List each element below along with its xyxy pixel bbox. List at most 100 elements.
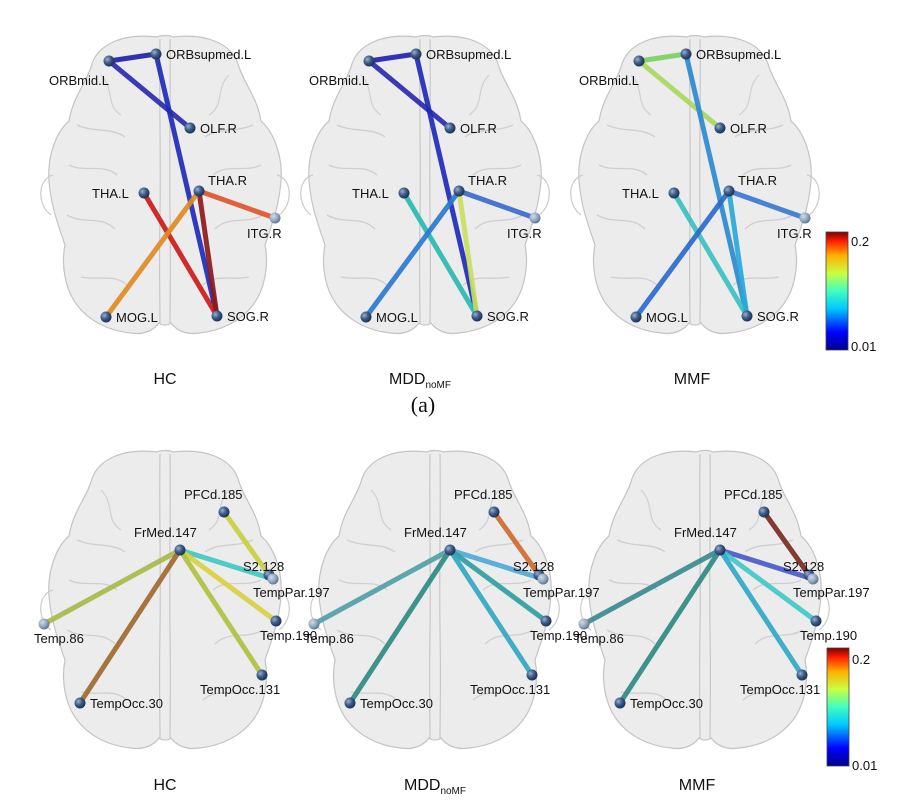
panel-b-brain-3-label-pfcd-185: PFCd.185: [724, 487, 783, 502]
panel-b-brain-1-node-temp-190: [270, 615, 282, 627]
panel-b-brain-1-node-temp-86: [38, 618, 50, 630]
panel-a-brain-3-label-sog-r: SOG.R: [757, 309, 799, 324]
panel-a-brain-1-label-itg-r: ITG.R: [247, 226, 282, 241]
panel-b-brain-2-node-tempocc-30: [344, 697, 356, 709]
panel-a-brain-2-edge-tha-r-itg-r: [456, 188, 538, 221]
panel-b-brain-3-label-s2-128: S2.128: [783, 559, 824, 574]
colorbar-b-max: 0.2: [852, 652, 870, 667]
panel-b-brain-3-node-frmed-147: [714, 544, 726, 556]
colorbar-b: 0.2 0.01: [826, 647, 877, 773]
panel-b-brain-3-edge-frmed-147-temppar-197: [717, 547, 816, 582]
panel-a-brain-1-edge-tha-r-mog-l: [103, 188, 202, 320]
panel-a-brain-1-label-tha-l: THA.L: [92, 186, 129, 201]
panel-a-brain-1-node-orbsupmed-l: [150, 48, 162, 60]
panel-b-brain-1-node-tempocc-131: [256, 669, 268, 681]
panel-b-brain-1-node-pfcd-185: [218, 506, 230, 518]
panel-a-brain-2-edge-tha-r-mog-l: [363, 188, 462, 320]
panel-a-brain-3-edge-orbmid-l-orbsupmed-l: [636, 51, 689, 64]
panel-b-brain-1-node-tempocc-30: [74, 697, 86, 709]
brain-region-nodes: ORBmid.L ORBsupmed.L OLF.R THA.L THA.R ITG.R M…: [34, 47, 870, 711]
panel-b-brain-1-label-tempocc-131: TempOcc.131: [200, 682, 280, 697]
panel-b-brain-2-label-tempocc-30: TempOcc.30: [360, 696, 433, 711]
panel-b-brain-1-edge-frmed-147-tempocc-30: [77, 547, 183, 706]
panel-a-brain-2-node-tha-r: [453, 185, 465, 197]
panel-b-brain-2-edge-frmed-147-temppar-197: [447, 547, 546, 582]
panel-a-brain-2-node-itg-r: [529, 212, 541, 224]
panel-a-brain-2-label-orbsupmed-l: ORBsupmed.L: [426, 47, 511, 62]
panel-b-brain-3-node-temp-86: [578, 618, 590, 630]
panel-a-brain-3-label-itg-r: ITG.R: [777, 226, 812, 241]
panel-b-brain-1-edge-frmed-147-tempocc-131: [177, 547, 265, 678]
panel-a-brain-3-node-itg-r: [799, 212, 811, 224]
panel-a-brain-1-node-olf-r: [184, 122, 196, 134]
panel-a-brain-1-label-sog-r: SOG.R: [227, 309, 269, 324]
panel-b-brain-2-node-frmed-147: [444, 544, 456, 556]
panel-a-brain-2-node-sog-r: [471, 310, 483, 322]
colorbar-a-max: 0.2: [851, 234, 869, 249]
panel-a-brain-1-edge-orbsupmed-l-sog-r: [153, 51, 220, 319]
panel-a-caption: (a): [411, 392, 435, 417]
panel-b-brain-3-edge-frmed-147-temp-86: [581, 547, 723, 627]
colorbar-a: 0.2 0.01: [825, 231, 876, 354]
panel-b-brain-1-node-temppar-197: [267, 573, 279, 585]
panel-a-brain-2-edge-tha-r-sog-r: [456, 188, 480, 319]
panel-b-brain-2-edge-pfcd-185-s2-128: [491, 509, 542, 578]
panel-b-brain-1-edge-frmed-147-temp-190: [177, 547, 279, 624]
panel-b-brain-1-label-frmed-147: FrMed.147: [134, 525, 197, 540]
panel-a-brain-1-label-orbsupmed-l: ORBsupmed.L: [166, 47, 251, 62]
connectivity-edges: [41, 51, 819, 706]
panel-b-brain-2-label-temppar-197: TempPar.197: [523, 585, 600, 600]
panel-b-brain-2-node-temppar-197: [537, 573, 549, 585]
panel-b-brain-2-node-tempocc-131: [526, 669, 538, 681]
panel-a-brain-2-label-tha-r: THA.R: [468, 173, 507, 188]
panel-a-brain-3-node-tha-l: [668, 187, 680, 199]
panel-b-brain-2-label-tempocc-131: TempOcc.131: [470, 682, 550, 697]
panel-b-brain-2-node-pfcd-185: [488, 506, 500, 518]
panel-b-brain-1-label-pfcd-185: PFCd.185: [184, 487, 243, 502]
panel-b-brain-3-label-temppar-197: TempPar.197: [793, 585, 870, 600]
panel-b-brain-3-node-pfcd-185: [758, 506, 770, 518]
panel-a-brain-1-label-mog-l: MOG.L: [116, 310, 158, 325]
panel-a-brain-3-edge-orbmid-l-olf-r: [636, 58, 723, 131]
panel-a-brain-2-edge-orbmid-l-orbsupmed-l: [366, 51, 419, 64]
panel-a-brain-1-edge-tha-r-sog-r: [196, 188, 220, 319]
panel-b-brain-2-label-temp-190: Temp.190: [530, 628, 587, 643]
panel-a-brain-3-label-olf-r: OLF.R: [730, 121, 767, 136]
panel-b-brain-3-node-tempocc-30: [614, 697, 626, 709]
panel-a-brain-1-label-orbmid-l: ORBmid.L: [49, 73, 109, 88]
panel-a-brain-1-edge-tha-r-itg-r: [196, 188, 278, 221]
panel-b-brain-3-label-temp-86: Temp.86: [574, 631, 624, 646]
panel-a-brain-2-node-orbmid-l: [363, 55, 375, 67]
panel-a-brain-2-edge-orbmid-l-olf-r: [366, 58, 453, 131]
panel-b-brain-1-edge-frmed-147-temppar-197: [177, 547, 276, 582]
panel-a-brain-2-node-tha-l: [398, 187, 410, 199]
panel-a-brain-2-label-mog-l: MOG.L: [376, 310, 418, 325]
panel-b-brain-3-edge-frmed-147-tempocc-30: [617, 547, 723, 706]
panel-b-brain-3-node-temp-190: [810, 615, 822, 627]
panel-b-brain-2-label-temp-86: Temp.86: [304, 631, 354, 646]
panel-a-brain-3-label-tha-l: THA.L: [622, 186, 659, 201]
panel-b-brain-3-node-tempocc-131: [796, 669, 808, 681]
panel-b-brain-2-edge-frmed-147-temp-86: [311, 547, 453, 627]
panel-b-brain-3-label-tempocc-30: TempOcc.30: [630, 696, 703, 711]
panel-b-brain-3-label-frmed-147: FrMed.147: [674, 525, 737, 540]
panel-b-brain-1-label-temp-86: Temp.86: [34, 631, 84, 646]
panel-a-brain-1-node-itg-r: [269, 212, 281, 224]
panel-b-brain-2-edge-frmed-147-tempocc-131: [447, 547, 535, 678]
panel-b-brain-2-label-frmed-147: FrMed.147: [404, 525, 467, 540]
colorbar-a-min: 0.01: [851, 339, 876, 354]
panel-a-brain-3-edge-tha-r-sog-r: [726, 188, 750, 319]
colorbar-b-min: 0.01: [852, 758, 877, 773]
panel-a-brain-3-edge-tha-l-sog-r: [671, 190, 750, 319]
panel-a-brain-1-edge-orbmid-l-orbsupmed-l: [106, 51, 159, 64]
panel-a-brain-2-label-itg-r: ITG.R: [507, 226, 542, 241]
panel-a-brain-2-node-olf-r: [444, 122, 456, 134]
panel-a-brain-3-label-mog-l: MOG.L: [646, 310, 688, 325]
panel-b-group-label-1: HC: [153, 777, 176, 794]
panel-a-brain-1-edge-orbmid-l-olf-r: [106, 58, 193, 131]
panel-b-brain-2-edge-frmed-147-temp-190: [447, 547, 549, 624]
panel-b-brain-1-edge-pfcd-185-s2-128: [221, 509, 272, 578]
panel-b-brain-1-edge-frmed-147-temp-86: [41, 547, 183, 627]
group-labels: HC MDDnoMF MMF HC MDDnoMF MMF: [153, 371, 715, 797]
